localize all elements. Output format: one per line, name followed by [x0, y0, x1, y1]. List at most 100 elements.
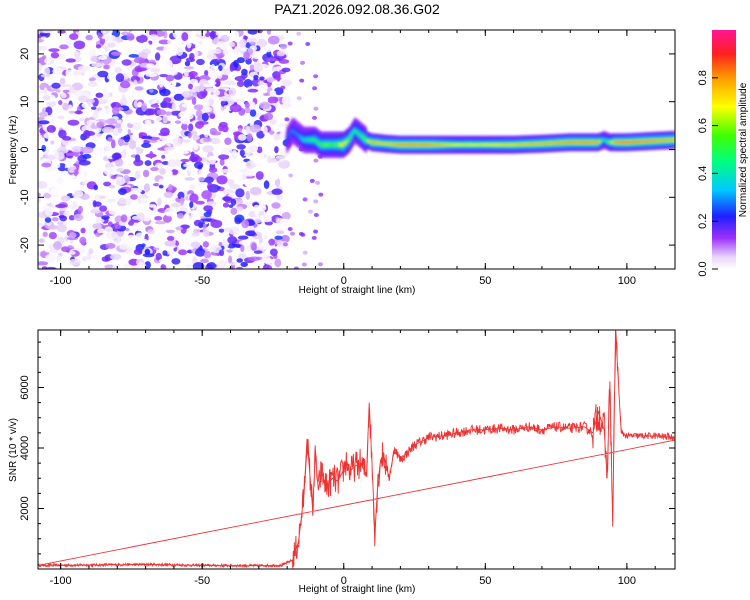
noise-blob: [208, 98, 215, 106]
noise-blob: [232, 131, 242, 137]
noise-blob: [77, 65, 90, 72]
noise-blob: [45, 253, 57, 263]
noise-blob: [253, 63, 264, 72]
noise-blob: [300, 60, 306, 65]
noise-blob: [198, 83, 205, 93]
noise-blob: [80, 239, 86, 245]
noise-blob: [38, 223, 45, 228]
noise-blob: [254, 209, 266, 218]
noise-blob: [50, 51, 60, 59]
noise-blob: [77, 205, 84, 214]
snr-series-line: [38, 330, 675, 569]
noise-blob: [258, 40, 268, 46]
noise-blob: [124, 197, 132, 206]
noise-blob: [244, 201, 250, 206]
noise-blob: [39, 238, 45, 243]
noise-blob: [167, 115, 172, 119]
noise-blob: [244, 101, 250, 109]
noise-blob: [95, 232, 101, 238]
noise-blob: [158, 132, 170, 137]
noise-blob: [201, 190, 212, 200]
noise-blob: [218, 259, 227, 269]
noise-blob: [164, 111, 173, 116]
noise-blob: [315, 180, 321, 185]
noise-blob: [156, 240, 162, 246]
noise-blob: [293, 266, 299, 269]
noise-blob: [193, 104, 204, 111]
noise-blob: [141, 243, 146, 248]
noise-blob: [157, 197, 162, 207]
noise-blob: [73, 40, 86, 50]
noise-blob: [103, 166, 116, 176]
noise-blob: [236, 80, 245, 88]
noise-blob: [118, 188, 127, 196]
noise-blob: [159, 78, 164, 88]
snr-axis-ticks: -100 -50 0 50 100 2000 4000 6000: [19, 330, 675, 587]
noise-blob: [50, 140, 55, 145]
noise-blob: [280, 234, 290, 243]
noise-blob: [144, 261, 151, 269]
noise-blob: [38, 111, 48, 117]
noise-blob: [318, 192, 324, 197]
noise-blob: [313, 199, 319, 204]
noise-blob: [189, 78, 199, 85]
noise-blob: [87, 81, 98, 87]
noise-blob: [133, 57, 146, 64]
noise-blob: [133, 248, 143, 255]
noise-blob: [245, 190, 250, 200]
snr-xtick-label: 0: [341, 575, 347, 587]
noise-blob: [144, 248, 151, 256]
noise-blob: [69, 33, 79, 41]
noise-blob: [181, 239, 189, 244]
noise-blob: [234, 162, 246, 171]
noise-blob: [211, 237, 217, 246]
noise-blob: [47, 225, 60, 230]
noise-blob: [219, 158, 225, 166]
noise-blob: [58, 100, 63, 106]
noise-blob: [62, 259, 68, 269]
noise-blob: [67, 119, 80, 126]
noise-blob: [136, 223, 143, 232]
noise-blob: [88, 248, 94, 255]
noise-blob: [178, 150, 190, 155]
noise-blob: [279, 218, 291, 226]
noise-blob: [44, 207, 54, 217]
noise-blob: [244, 107, 251, 114]
noise-blob: [229, 183, 240, 190]
snr-ytick-label: 6000: [19, 375, 31, 399]
noise-blob: [159, 168, 166, 175]
noise-blob: [78, 95, 88, 103]
noise-blob: [269, 118, 277, 125]
noise-blob: [224, 137, 232, 146]
noise-blob: [133, 79, 138, 86]
noise-blob: [65, 58, 76, 63]
noise-blob: [239, 38, 247, 48]
noise-blob: [233, 99, 246, 103]
noise-blob: [302, 250, 308, 255]
noise-blob: [71, 145, 83, 153]
spectrum-xtick-label: -100: [50, 275, 72, 287]
noise-blob: [181, 122, 188, 131]
colorbar: 0.0 0.2 0.4 0.6 0.8 Normalized spectral ampl…: [697, 30, 749, 277]
noise-blob: [209, 127, 218, 135]
noise-blob: [130, 90, 137, 100]
noise-blob: [106, 198, 117, 203]
noise-blob: [73, 168, 78, 177]
noise-blob: [222, 48, 229, 56]
noise-blob: [116, 166, 125, 172]
noise-blob: [140, 197, 148, 204]
noise-blob: [242, 245, 252, 252]
noise-blob: [276, 50, 286, 57]
noise-blob: [126, 234, 137, 239]
noise-blob: [281, 212, 291, 220]
noise-blob: [177, 212, 184, 219]
noise-blob: [137, 101, 143, 108]
noise-blob: [68, 86, 75, 94]
noise-blob: [218, 242, 223, 247]
noise-blob: [74, 110, 83, 115]
noise-blob: [290, 231, 296, 236]
noise-blob: [174, 235, 184, 240]
noise-blob: [73, 97, 78, 103]
noise-blob: [87, 51, 99, 55]
noise-blob: [276, 115, 284, 123]
